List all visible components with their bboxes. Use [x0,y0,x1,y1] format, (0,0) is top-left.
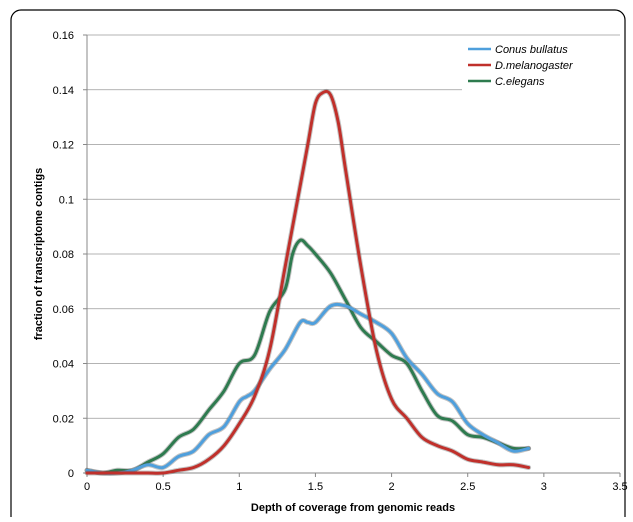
series-line-d-melanogaster [85,89,531,475]
x-tick-labels: 0 0.5 1 1.5 2 2.5 3 3.5 [84,473,628,493]
x-axis-title: Depth of coverage from genomic reads [251,502,455,514]
y-tick-labels: 0 0.02 0.04 0.06 0.08 0.1 0.12 0.14 0.16 [53,30,87,480]
legend-label-conus-bullatus: Conus bullatus [495,44,568,56]
x-tick-label: 1 [236,481,242,493]
legend-label-c-elegans: C.elegans [495,76,545,88]
series-line-c-elegans [85,238,531,475]
x-tick-label: 0 [84,481,90,493]
x-tick-label: 3.5 [612,481,627,493]
x-tick-label: 2 [389,481,395,493]
x-tick-label: 2.5 [460,481,475,493]
x-tick-label: 3 [541,481,547,493]
y-tick-label: 0.06 [53,304,74,316]
legend: Conus bullatus D.melanogaster C.elegans [462,40,620,92]
y-tick-label: 0.1 [59,194,74,206]
y-tick-label: 0.08 [53,249,74,261]
y-tick-label: 0.12 [53,140,74,152]
y-tick-label: 0.02 [53,413,74,425]
y-tick-label: 0.16 [53,30,74,42]
series-line-conus-bullatus [85,302,531,475]
chart-border [10,9,626,522]
series-lines [84,88,532,476]
y-tick-label: 0.14 [53,85,74,97]
x-tick-label: 1.5 [308,481,323,493]
y-tick-label: 0 [68,468,74,480]
x-tick-label: 0.5 [155,481,170,493]
y-axis-title: fraction of transcriptome contigs [33,168,45,340]
y-tick-label: 0.04 [53,359,74,371]
legend-label-d-melanogaster: D.melanogaster [495,60,574,72]
